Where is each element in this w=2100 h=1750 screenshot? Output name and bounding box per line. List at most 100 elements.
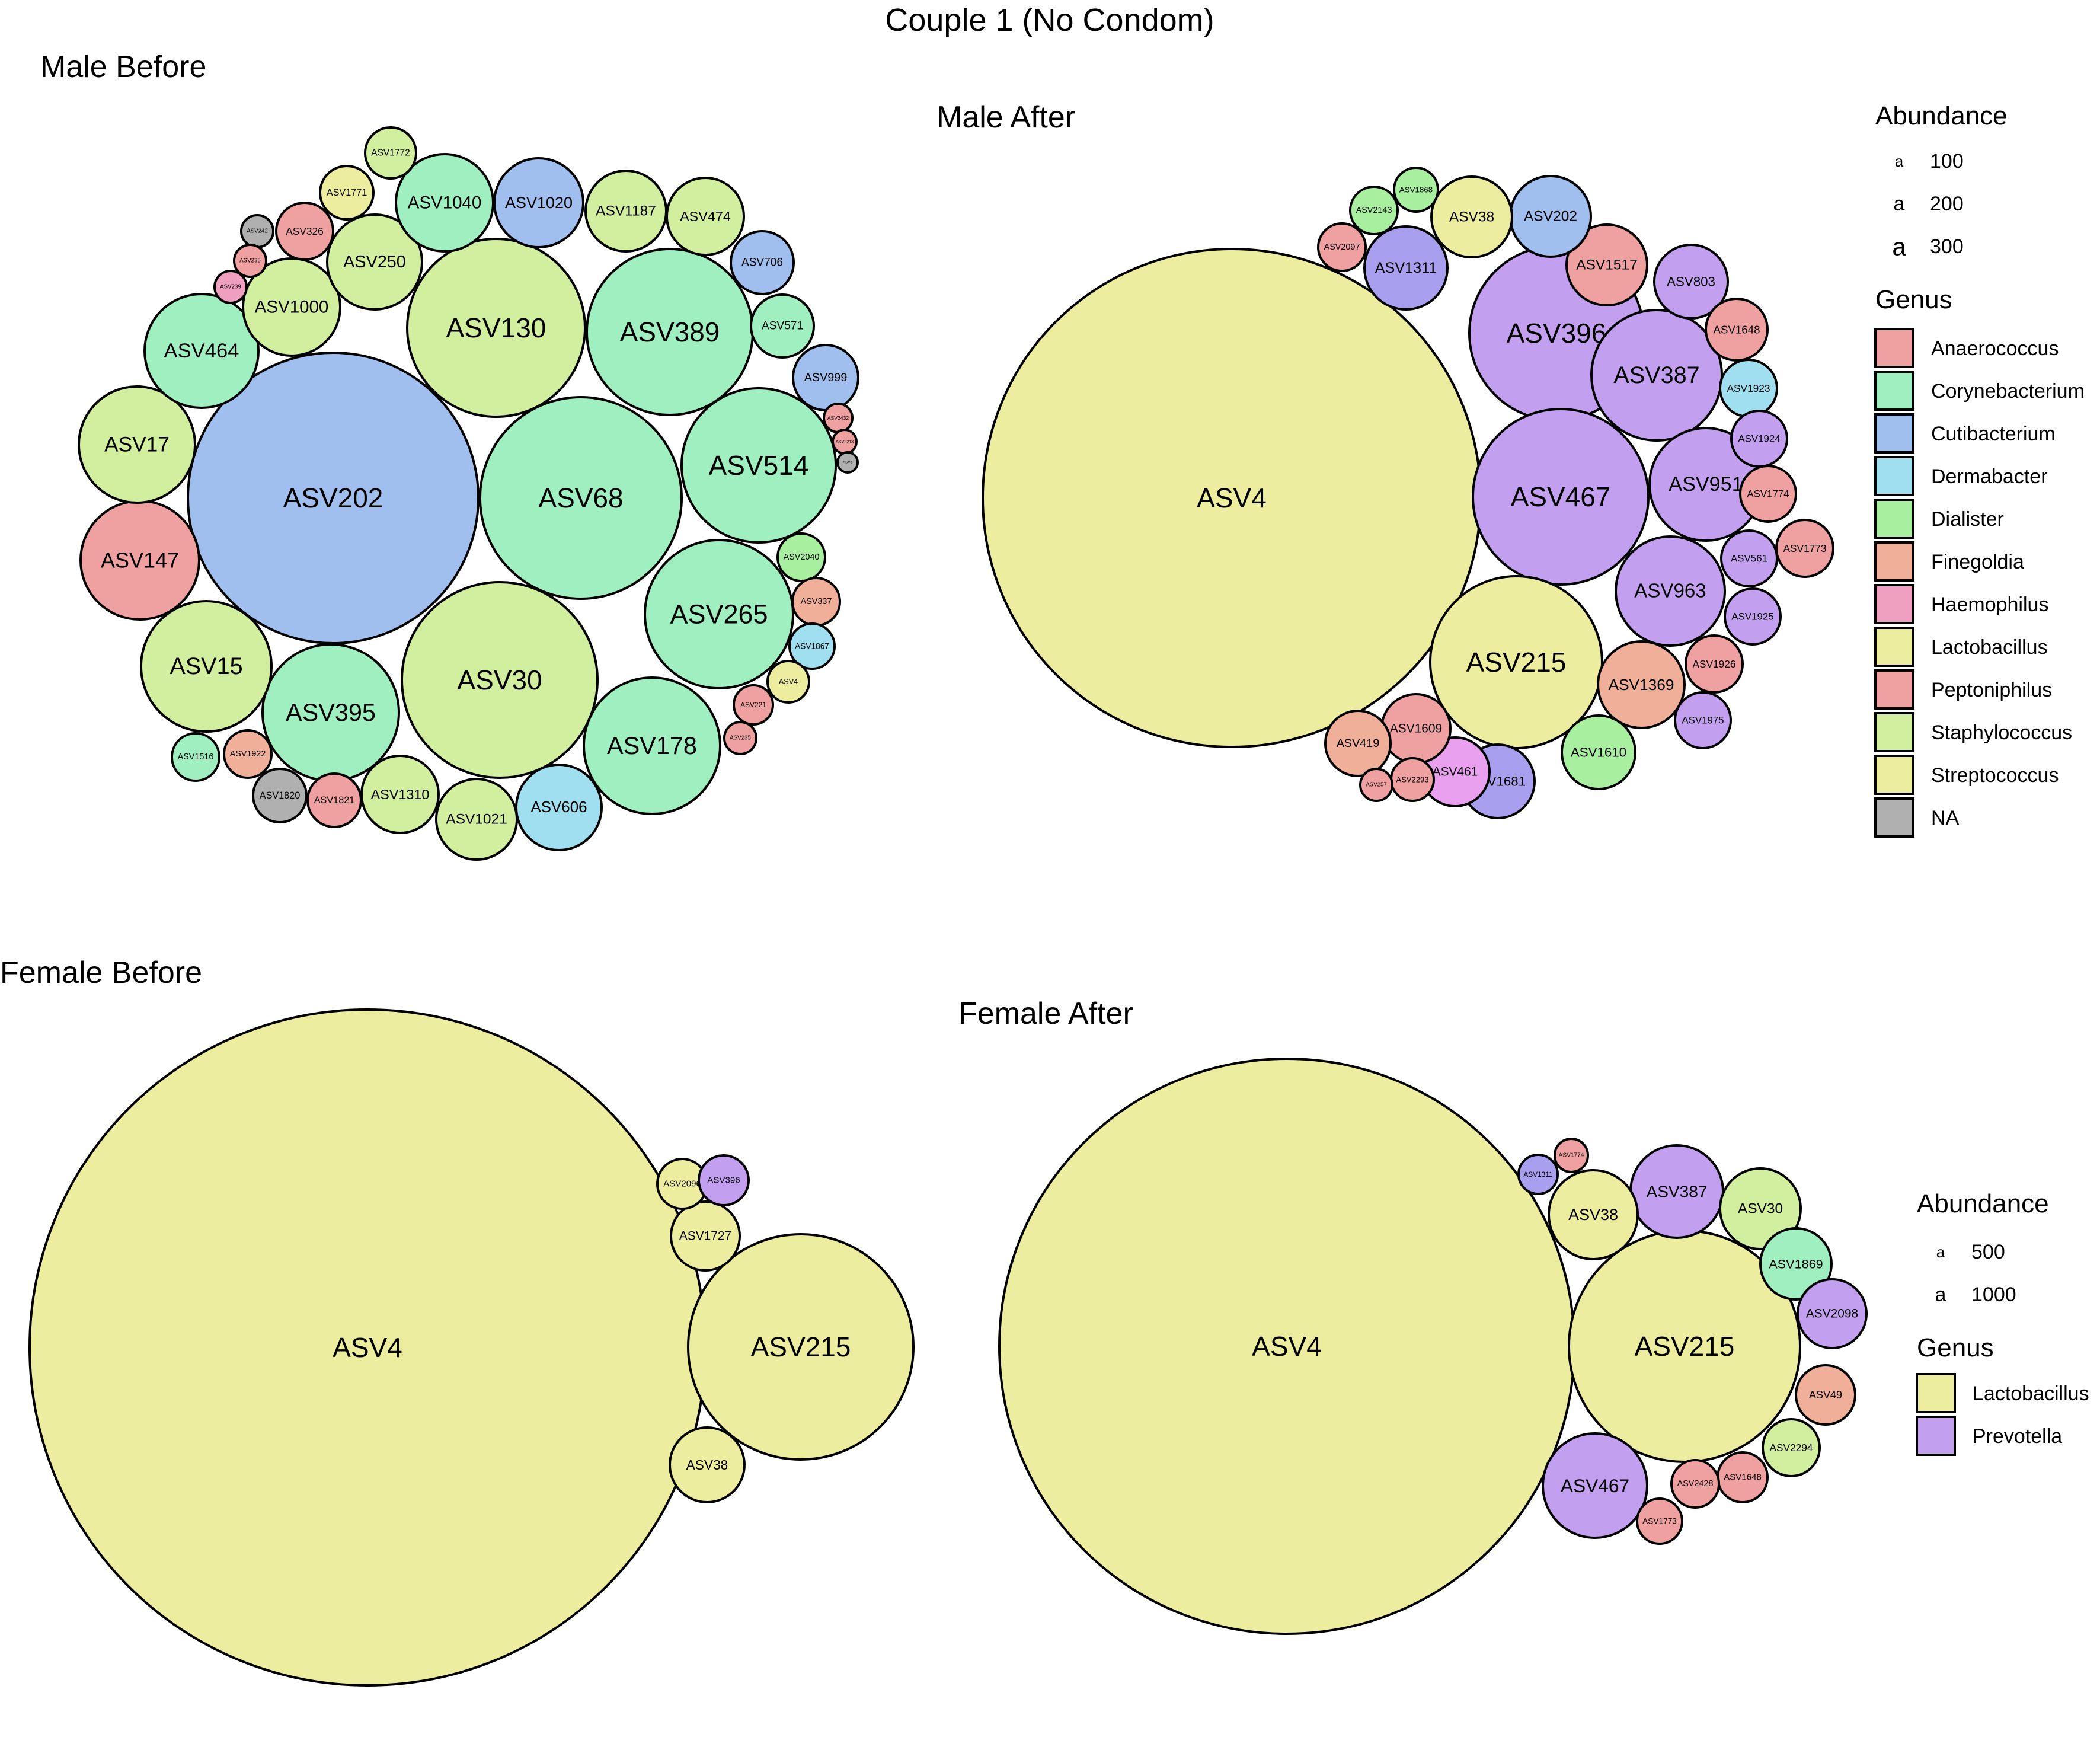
bubble xyxy=(669,1426,746,1503)
genus-label: Prevotella xyxy=(1973,1425,2062,1448)
abundance-label: 500 xyxy=(1971,1241,2005,1263)
genus-label: Peptoniphilus xyxy=(1931,679,2052,701)
bubble xyxy=(776,532,826,582)
bubble xyxy=(687,1233,915,1461)
bubble-label: ASV1000 xyxy=(255,298,329,317)
bubble xyxy=(733,684,774,726)
bubble-label: ASV1610 xyxy=(1571,745,1626,760)
bubble-label: ASV1311 xyxy=(1375,260,1437,276)
bubble xyxy=(1653,244,1729,320)
bubble xyxy=(1705,298,1769,362)
abundance-glyph: a xyxy=(1936,1243,1945,1261)
bubble xyxy=(1720,529,1778,587)
bubble-label: ASV419 xyxy=(1337,737,1380,750)
bubble xyxy=(1561,714,1636,790)
bubble-label: ASV2428 xyxy=(1677,1479,1714,1489)
bubble-label: ASV1516 xyxy=(178,752,214,762)
bubble xyxy=(730,230,795,295)
bubble xyxy=(698,1154,750,1206)
bubble-label: ASV963 xyxy=(1634,580,1706,602)
bubble xyxy=(1542,1432,1648,1539)
bubble-label: ASV1021 xyxy=(446,812,507,828)
bubble xyxy=(1393,167,1439,213)
bubble xyxy=(364,126,417,180)
bubble-label: ASV1040 xyxy=(408,193,482,213)
genus-swatch xyxy=(1874,541,1914,582)
bubble-panel: Female Before ASV4 ASV215 ASV1727 ASV2096 ASV… xyxy=(0,956,915,1687)
bubble-label: ASV38 xyxy=(1449,209,1494,225)
bubble xyxy=(406,238,586,418)
bubble-label: ASV1310 xyxy=(371,787,430,802)
bubble-label: ASV1020 xyxy=(505,194,573,212)
bubble-label: ASV1924 xyxy=(1738,433,1780,445)
bubble-label: ASV1773 xyxy=(1783,542,1826,554)
bubble-label: ASV215 xyxy=(1466,647,1567,678)
genus-swatch xyxy=(1916,1373,1956,1413)
abundance-label: 100 xyxy=(1930,150,1964,173)
bubble-label: ASV215 xyxy=(1635,1331,1735,1362)
bubble xyxy=(1719,1167,1802,1250)
bubble xyxy=(670,1200,741,1272)
panel-title: Male After xyxy=(936,100,1075,135)
bubble xyxy=(1674,691,1732,749)
bubble-label: ASV38 xyxy=(1568,1206,1618,1224)
bubble-label: ASV387 xyxy=(1646,1183,1707,1201)
bubble-label: ASV467 xyxy=(1511,481,1611,512)
panel-title: Female After xyxy=(958,997,1133,1031)
bubble-panel: Male Before ASV202 ASV68 ASV130 ASV389 ASV30 A… xyxy=(40,50,859,861)
figure-title: Couple 1 (No Condom) xyxy=(885,2,1214,38)
bubble xyxy=(515,764,603,851)
bubble-label: ASV1975 xyxy=(1682,715,1724,726)
bubble xyxy=(1565,223,1648,306)
bubble-label: ASV68 xyxy=(538,483,623,513)
bubble-label: ASV1774 xyxy=(1747,488,1789,500)
bubble-label: ASV130 xyxy=(446,312,546,343)
bubble xyxy=(1430,175,1513,258)
bubble xyxy=(1739,465,1797,523)
bubble-label: ASV1771 xyxy=(327,187,367,198)
genus-swatch xyxy=(1874,499,1914,539)
bubble xyxy=(1317,222,1367,272)
bubble xyxy=(242,257,341,357)
bubble xyxy=(1797,1278,1868,1349)
bubble-label: ASV1648 xyxy=(1714,324,1760,336)
bubble xyxy=(360,755,440,834)
bubble xyxy=(1324,710,1392,777)
genus-label: Lactobacillus xyxy=(1973,1382,2089,1405)
bubble xyxy=(750,293,815,359)
bubble-label: ASV2097 xyxy=(1324,242,1360,252)
abundance-legend-title: Abundance xyxy=(1875,101,2008,130)
bubble-label: ASV1727 xyxy=(679,1230,731,1243)
bubble-label: ASV2432 xyxy=(827,415,849,421)
bubble-label: ASV474 xyxy=(680,209,731,224)
genus-legend-title: Genus xyxy=(1917,1333,1994,1362)
bubble-label: ASV15 xyxy=(170,653,242,679)
abundance-label: 200 xyxy=(1930,193,1964,215)
bubble xyxy=(479,396,683,600)
bubble xyxy=(213,270,248,304)
bubble-label: ASV49 xyxy=(1809,1389,1842,1401)
genus-label: NA xyxy=(1931,807,1960,829)
bubble-label: ASV239 xyxy=(220,284,241,290)
bubble-label: ASV464 xyxy=(164,340,239,362)
bubble-label: ASV235 xyxy=(730,735,751,742)
bubble-panel: Male After ASV4 ASV396 ASV467 ASV387 ASV215 AS… xyxy=(936,100,1834,819)
genus-label: Anaerococcus xyxy=(1931,337,2059,360)
bubble-label: ASV38 xyxy=(686,1457,728,1473)
bubble-label: ASV178 xyxy=(607,732,697,759)
bubble-label: ASV2096 xyxy=(663,1179,701,1189)
bubble-label: ASV1773 xyxy=(1642,1517,1677,1526)
genus-label: Haemophilus xyxy=(1931,593,2048,616)
bubble-label: ASV1772 xyxy=(371,148,410,158)
panel-title: Female Before xyxy=(0,956,202,990)
legends: Abundance a 100 a 200 a 300 Genus Anaerococcus Co… xyxy=(1874,101,2089,1456)
bubble xyxy=(1429,575,1603,749)
bubble-label: ASV389 xyxy=(620,317,720,347)
bubble-label: ASV4 xyxy=(1252,1331,1322,1362)
bubble xyxy=(493,157,584,248)
bubble xyxy=(1554,1138,1589,1173)
bubble-label: ASV706 xyxy=(741,257,783,269)
genus-swatch xyxy=(1874,371,1914,411)
bubble-label: ASV265 xyxy=(670,599,768,630)
